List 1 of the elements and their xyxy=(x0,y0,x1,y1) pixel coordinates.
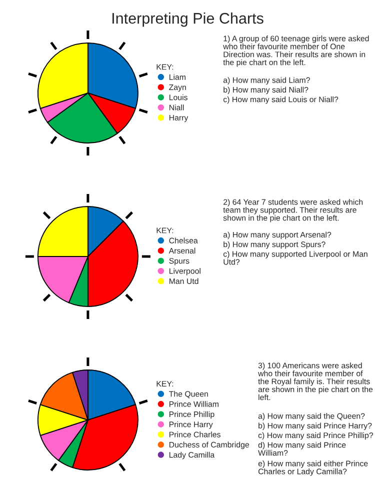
chart-title: Interpreting Pie Charts xyxy=(112,12,264,27)
